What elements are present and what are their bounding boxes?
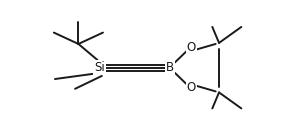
Text: O: O [187, 41, 196, 54]
Text: B: B [166, 61, 174, 74]
Text: O: O [187, 81, 196, 94]
Text: Si: Si [94, 61, 105, 74]
